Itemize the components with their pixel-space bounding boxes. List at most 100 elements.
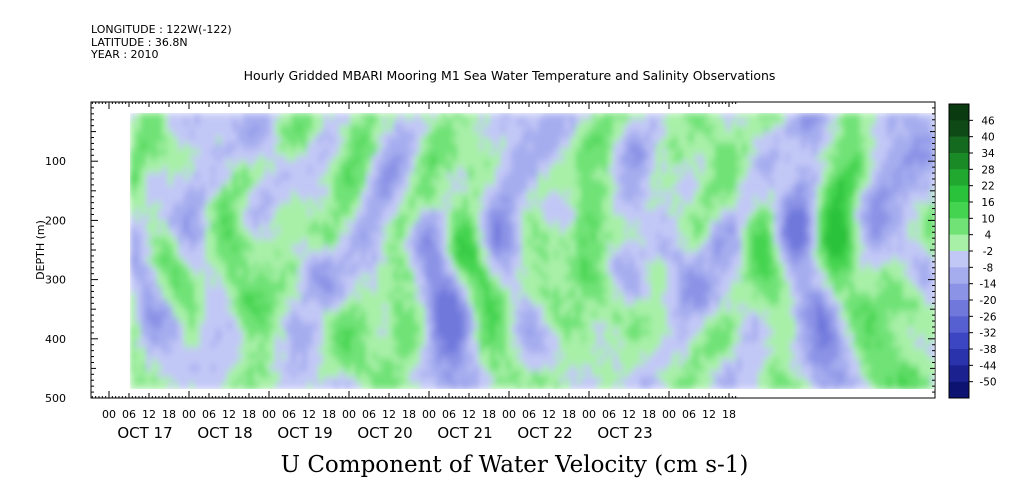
heatmap-cell [387, 209, 394, 216]
heatmap-cell [317, 299, 324, 306]
heatmap-cell [505, 161, 512, 168]
heatmap-cell [146, 359, 153, 366]
heatmap-cell [623, 335, 630, 342]
heatmap-cell [274, 233, 281, 240]
heatmap-cell [575, 119, 582, 126]
heatmap-cell [156, 299, 163, 306]
heatmap-cell [301, 263, 308, 270]
heatmap-cell [623, 125, 630, 132]
heatmap-cell [682, 257, 689, 264]
heatmap-cell [323, 125, 330, 132]
heatmap-cell [172, 263, 179, 270]
heatmap-cell [151, 161, 158, 168]
heatmap-cell [162, 329, 169, 336]
heatmap-cell [280, 113, 287, 120]
heatmap-cell [446, 215, 453, 222]
heatmap-cell [398, 245, 405, 252]
heatmap-cell [623, 215, 630, 222]
heatmap-cell [511, 137, 517, 144]
heatmap-cell [709, 119, 716, 126]
heatmap-cell [613, 191, 619, 198]
heatmap-cell [194, 203, 201, 210]
heatmap-cell [194, 239, 201, 246]
heatmap-cell [210, 335, 217, 342]
heatmap-cell [285, 257, 292, 264]
heatmap-cell [269, 377, 276, 384]
heatmap-cell [344, 167, 351, 174]
heatmap-cell [409, 113, 416, 120]
heatmap-cell [473, 353, 480, 360]
heatmap-cell [500, 113, 507, 120]
heatmap-cell [167, 209, 174, 216]
heatmap-cell [655, 257, 662, 264]
heatmap-cell [291, 137, 297, 144]
heatmap-cell [527, 173, 534, 180]
heatmap-cell [178, 377, 185, 384]
heatmap-cell [688, 377, 695, 384]
heatmap-cell [231, 167, 238, 174]
heatmap-cell [231, 245, 238, 252]
heatmap-cell [221, 143, 228, 150]
heatmap-cell [613, 263, 619, 270]
heatmap-cell [151, 197, 158, 204]
heatmap-cell [301, 239, 308, 246]
heatmap-cell [688, 251, 695, 258]
heatmap-cell [339, 125, 346, 132]
heatmap-cell [484, 311, 491, 318]
heatmap-cell [398, 359, 405, 366]
heatmap-cell [596, 263, 603, 270]
heatmap-cell [392, 149, 399, 156]
heatmap-cell [511, 299, 517, 306]
heatmap-cell [473, 323, 480, 330]
heatmap-cell [376, 305, 383, 312]
heatmap-cell [596, 317, 603, 324]
heatmap-cell [323, 341, 330, 348]
heatmap-cell [618, 113, 625, 120]
heatmap-cell [221, 335, 228, 342]
heatmap-cell [333, 227, 340, 234]
heatmap-cell [468, 227, 475, 234]
heatmap-cell [172, 359, 179, 366]
heatmap-cell [709, 233, 716, 240]
heatmap-cell [210, 371, 217, 378]
heatmap-cell [462, 347, 469, 354]
heatmap-cell [135, 275, 142, 282]
heatmap-cell [494, 365, 501, 372]
heatmap-cell [478, 239, 485, 246]
heatmap-cell [156, 143, 163, 150]
heatmap-cell [301, 257, 308, 264]
heatmap-cell [580, 269, 587, 276]
heatmap-cell [516, 299, 523, 306]
heatmap-cell [602, 155, 609, 162]
heatmap-cell [505, 179, 512, 186]
heatmap-cell [156, 161, 163, 168]
heatmap-cell [548, 155, 555, 162]
heatmap-cell [473, 311, 480, 318]
heatmap-cell [274, 197, 281, 204]
heatmap-cell [291, 167, 297, 174]
heatmap-cell [339, 155, 346, 162]
heatmap-cell [242, 371, 249, 378]
heatmap-cell [570, 167, 577, 174]
heatmap-cell [258, 293, 265, 300]
heatmap-cell [698, 377, 705, 384]
heatmap-cell [511, 227, 517, 234]
heatmap-cell [409, 317, 416, 324]
heatmap-cell [693, 257, 700, 264]
heatmap-cell [435, 197, 442, 204]
heatmap-cell [548, 287, 555, 294]
heatmap-cell [430, 281, 437, 288]
heatmap-cell [441, 305, 448, 312]
heatmap-cell [613, 257, 619, 264]
heatmap-cell [274, 287, 281, 294]
heatmap-cell [682, 371, 689, 378]
heatmap-cell [350, 113, 356, 120]
heatmap-cell [430, 287, 437, 294]
heatmap-cell [650, 221, 657, 228]
heatmap-cell [398, 179, 405, 186]
heatmap-cell [237, 335, 244, 342]
heatmap-cell [167, 305, 174, 312]
heatmap-cell [194, 353, 201, 360]
heatmap-cell [575, 299, 582, 306]
heatmap-cell [226, 293, 233, 300]
